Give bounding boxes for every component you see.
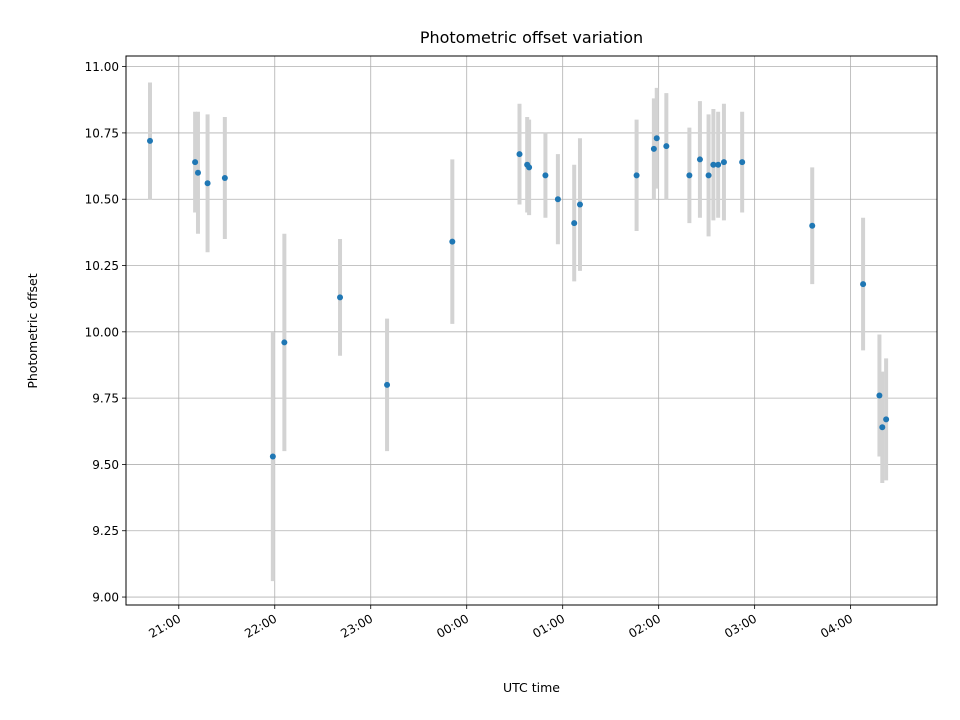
- plot-frame: [125, 55, 938, 606]
- y-tick-label: 10.00: [85, 325, 119, 339]
- data-point: [337, 294, 344, 301]
- data-point: [860, 281, 867, 288]
- data-point: [883, 416, 890, 423]
- data-point: [715, 161, 722, 168]
- y-tick-label: 9.25: [92, 524, 119, 538]
- data-point: [192, 159, 199, 166]
- data-point: [449, 238, 456, 245]
- data-point: [576, 201, 583, 208]
- y-tick-label: 9.75: [92, 392, 119, 406]
- data-point: [204, 180, 211, 187]
- data-point: [571, 220, 578, 227]
- data-point: [650, 145, 657, 152]
- y-tick-label: 9.50: [92, 458, 119, 472]
- data-point: [696, 156, 703, 163]
- y-tick-label: 10.75: [85, 126, 119, 140]
- data-point: [146, 137, 153, 144]
- data-point: [269, 453, 276, 460]
- data-point: [281, 339, 288, 346]
- x-axis-label: UTC time: [503, 680, 560, 695]
- data-point: [809, 222, 816, 229]
- data-point: [384, 381, 391, 388]
- y-axis-label: Photometric offset: [25, 273, 40, 388]
- chart-title: Photometric offset variation: [420, 28, 643, 47]
- data-point: [686, 172, 693, 179]
- data-points: [146, 135, 890, 460]
- data-point: [516, 151, 523, 158]
- data-point: [194, 169, 201, 176]
- y-tick-label: 10.50: [85, 193, 119, 207]
- data-point: [526, 164, 533, 171]
- data-point: [720, 159, 727, 166]
- data-point: [705, 172, 712, 179]
- y-tick-label: 10.25: [85, 259, 119, 273]
- data-point: [710, 161, 717, 168]
- data-point: [554, 196, 561, 203]
- data-point: [653, 135, 660, 142]
- data-point: [663, 143, 670, 150]
- data-point: [542, 172, 549, 179]
- data-point: [633, 172, 640, 179]
- data-point: [221, 175, 228, 181]
- data-point: [739, 159, 746, 166]
- y-tick-label: 9.00: [92, 591, 119, 605]
- data-point: [876, 392, 883, 399]
- y-tick-label: 11.00: [85, 60, 119, 74]
- data-point: [879, 424, 886, 431]
